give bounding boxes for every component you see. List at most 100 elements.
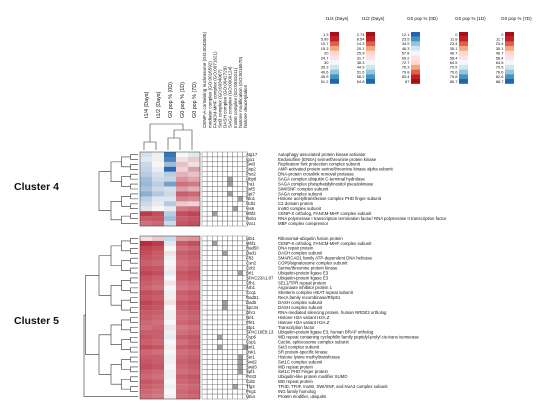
complex-membership-cell	[232, 314, 238, 321]
complex-membership-cell	[227, 364, 233, 370]
complex-membership-cell	[217, 285, 223, 291]
complex-membership-cell	[232, 290, 238, 296]
gene-description: Endosulfine (ENSA) serine/threonine prot…	[278, 157, 377, 162]
heatmap-cell	[164, 280, 176, 286]
dendrogram-branch	[98, 171, 111, 211]
complex-membership-cell	[201, 300, 208, 306]
complex-membership-cell	[212, 374, 218, 380]
cluster-5-label: Cluster 5	[14, 315, 59, 327]
complex-membership-cell	[217, 393, 223, 400]
heatmap-cell	[188, 201, 200, 207]
gene-name: Cdt2	[246, 379, 256, 384]
complex-membership-cell	[237, 191, 243, 197]
complex-membership-cell	[212, 359, 218, 365]
cluster-4-gene-list: Atg17 Autophagy associated protein kinase…	[246, 152, 447, 226]
complex-membership-cell	[242, 220, 249, 227]
heatmap-cell	[164, 176, 176, 182]
dendrogram-branch	[121, 359, 131, 370]
complex-membership-cell	[237, 161, 243, 167]
complex-membership-cell	[227, 304, 233, 311]
heatmap-cell	[164, 349, 176, 355]
heatmap-cell	[188, 359, 200, 365]
complex-membership-cell	[206, 384, 213, 390]
heatmap-cell	[176, 369, 188, 375]
complex-membership-cell	[201, 171, 208, 177]
complex-membership-cell	[212, 344, 218, 350]
row-dendrogram	[83, 154, 138, 397]
heatmap-cell	[152, 364, 164, 370]
dendrogram-branch	[130, 327, 138, 333]
legend-value: 64.5	[450, 60, 459, 65]
legend-swatch	[505, 41, 514, 47]
complex-membership-cell	[212, 156, 218, 163]
complex-membership-cell	[217, 270, 223, 276]
gene-name: Brl1	[246, 270, 254, 275]
complex-membership-cell	[227, 329, 233, 335]
heatmap-cell	[164, 250, 176, 256]
complex-membership-cell	[206, 374, 213, 380]
gene-name: Reb1	[246, 216, 257, 221]
legend-value: 31.7	[357, 55, 366, 60]
complex-membership-cell	[217, 314, 223, 321]
complex-column-headers: CENP-A containing nucleosome (GO:0043505…	[202, 32, 248, 128]
complex-membership-cell	[201, 201, 208, 207]
complex-membership-cell	[217, 181, 223, 187]
gene-description: AMP-activated protein serine/threonine k…	[278, 167, 393, 172]
legend-swatch	[459, 60, 468, 65]
complex-membership-cell	[237, 176, 243, 182]
gene-description: Ubiquitin-protein ligase E3	[278, 270, 329, 275]
heatmap-cell	[140, 344, 152, 350]
complex-membership-cell	[232, 364, 238, 370]
dendrogram-branch	[121, 339, 131, 350]
dendrogram-branch	[130, 287, 138, 294]
dendrogram-branch	[121, 215, 138, 224]
heatmap-cell	[140, 374, 152, 380]
complex-membership-cell	[237, 285, 243, 291]
dendrogram-branch	[130, 183, 138, 190]
complex-membership-cell	[232, 319, 238, 326]
complex-column-header: mediator complex (GO:0016592)	[207, 61, 212, 128]
heatmap-cell	[176, 196, 188, 202]
complex-membership-cell	[227, 161, 233, 167]
legend-value: 70.5	[450, 65, 459, 70]
legend-value: 64.5	[496, 60, 505, 65]
heatmap-cell	[164, 379, 176, 385]
complex-membership-cell	[232, 309, 238, 316]
heatmap-cell	[140, 245, 152, 251]
gene-name: Csn2	[246, 261, 257, 266]
complex-membership-cell	[201, 319, 208, 326]
complex-membership-cell	[217, 176, 223, 182]
gene-name: Spc34	[246, 305, 259, 310]
heatmap-cell	[140, 300, 152, 306]
complex-membership-cell	[201, 290, 208, 296]
complex-membership-cell	[206, 201, 213, 207]
complex-membership-cell	[217, 329, 223, 335]
complex-membership-cell	[222, 314, 228, 321]
heatmap-cell	[152, 191, 164, 197]
complex-membership-cell	[206, 156, 213, 163]
complex-membership-cell	[201, 344, 208, 350]
heatmap-cell	[164, 260, 176, 266]
complex-membership-cell	[222, 290, 228, 296]
complex-membership-cell	[237, 388, 243, 395]
legend-header: G0 pop % (7D)	[501, 16, 532, 21]
complex-membership-cell	[227, 245, 233, 251]
complex-membership-cell	[201, 250, 208, 256]
legend-value: 14.3	[357, 41, 366, 46]
complex-membership-cell	[201, 215, 208, 222]
gene-description: Set3 complex subunit	[278, 345, 320, 350]
legend-value: 11.7	[496, 36, 504, 41]
complex-membership-cell	[212, 384, 218, 390]
heatmap-cell	[164, 211, 176, 217]
heatmap-cell	[140, 236, 152, 242]
legend-value: 20.1	[357, 46, 366, 51]
complex-membership-cell	[232, 379, 238, 385]
heatmap-cell	[152, 221, 164, 227]
complex-membership-cell	[227, 349, 233, 355]
complex-membership-cell	[212, 235, 218, 242]
legend-swatch	[366, 32, 375, 37]
legend-swatch	[505, 74, 514, 80]
heatmap-cell	[152, 250, 164, 256]
legend-value: 79.8	[402, 69, 411, 74]
complex-membership-cell	[217, 235, 223, 242]
